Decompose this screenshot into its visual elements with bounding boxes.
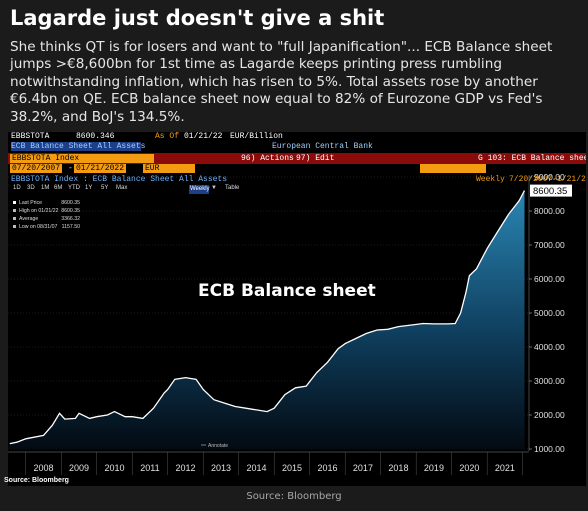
caption-row: EBBSTOTA Index : ECB Balance Sheet All A… (8, 175, 586, 185)
x-tick-label: 2020 (459, 463, 479, 473)
bloomberg-terminal-panel: EBBSTOTA 8600.346 As Of 01/21/22 EUR/Bil… (8, 132, 586, 486)
bloomberg-source-label: Source: Bloomberg (4, 477, 69, 484)
y-tick-label: 3000.00 (534, 376, 565, 386)
balance-sheet-chart: 1000.00 2000.00 3000.00 4000.00 5000.00 6000.… (8, 172, 572, 475)
article-body-text: She thinks QT is for losers and want to … (10, 39, 553, 125)
security-row: ECB Balance Sheet All Assets European Ce… (8, 142, 586, 152)
units-label: EUR/Billion (230, 132, 283, 141)
balance-sheet-area (9, 190, 525, 449)
x-tick-label: 2019 (424, 463, 444, 473)
range-button-5y[interactable]: 5Y (101, 185, 109, 191)
x-axis: 2008 2009 2010 2011 2012 2013 2014 2015 2016 2017… (8, 451, 529, 475)
range-button-1m[interactable]: 1M (41, 185, 50, 191)
annotation-label: Annotate (208, 443, 228, 449)
last-value: 8600.346 (76, 132, 115, 141)
index-field[interactable]: EBBSTOTA Index (10, 154, 154, 163)
legend-label: Last Price (19, 200, 42, 206)
actions-menu[interactable]: 96) Actions (241, 154, 294, 163)
range-button-1y[interactable]: 1Y (85, 185, 93, 191)
chevron-down-icon[interactable]: ▼ (211, 185, 217, 191)
as-of-date: 01/21/22 (184, 132, 223, 141)
last-value-marker: 8600.35 (530, 184, 572, 197)
blank-field[interactable] (420, 164, 486, 173)
headline: Lagarde just doesn't give a shit (10, 6, 385, 30)
x-tick-label: 2010 (104, 463, 124, 473)
footer-source: Source: Bloomberg (246, 491, 342, 502)
range-button-1d[interactable]: 1D (13, 185, 21, 191)
period-label: Weekly (476, 175, 505, 184)
as-of-label: As Of (155, 132, 180, 141)
x-tick-label: 2016 (317, 463, 337, 473)
currency-field[interactable]: EUR (143, 164, 195, 173)
index-caption: EBBSTOTA Index : ECB Balance Sheet All A… (11, 175, 228, 184)
y-tick-label: 6000.00 (534, 274, 565, 284)
x-tick-label: 2017 (353, 463, 373, 473)
y-axis: 1000.00 2000.00 3000.00 4000.00 5000.00 6000.… (528, 172, 565, 454)
date-separator: - (68, 164, 73, 173)
y-tick-label: 8000.00 (534, 206, 565, 216)
range-button-3d[interactable]: 3D (27, 185, 35, 191)
x-tick-label: 2018 (388, 463, 408, 473)
source-name: European Central Bank (272, 142, 373, 151)
annotation-marker: Annotate (201, 443, 228, 449)
date-range-caption: 7/20/2007-1/21/2022 (509, 175, 586, 184)
x-tick-label: 2021 (495, 463, 515, 473)
range-selector-row: Weekly ▼ Table 1D 3D 1M 6M YTD 1Y 5Y Max (8, 185, 586, 195)
x-tick-label: 2013 (211, 463, 231, 473)
date-range-row: 07/20/2007 - 01/21/2022 EUR (8, 164, 586, 174)
y-tick-label: 5000.00 (534, 308, 565, 318)
x-tick-label: 2015 (282, 463, 302, 473)
legend-value: 8600.35 (61, 208, 80, 214)
function-label: G 103: ECB Balance sheet (478, 154, 586, 163)
last-value-box (530, 184, 572, 197)
legend-label: High on 01/21/22 (19, 208, 59, 214)
range-button-6m[interactable]: 6M (54, 185, 63, 191)
last-value-label: 8600.35 (533, 186, 567, 197)
range-button-ytd[interactable]: YTD (68, 185, 80, 191)
legend-value: 8600.35 (61, 200, 80, 206)
edit-menu[interactable]: 97) Edit (296, 154, 335, 163)
end-date-field[interactable]: 01/21/2022 (74, 164, 127, 173)
x-tick-label: 2011 (140, 463, 159, 473)
frequency-select[interactable]: Weekly (189, 185, 210, 194)
y-tick-label: 1000.00 (534, 444, 565, 454)
legend-marker (13, 225, 16, 228)
legend-marker (13, 209, 16, 212)
balance-sheet-line (9, 190, 526, 445)
range-button-max[interactable]: Max (116, 185, 128, 191)
y-tick-label: 2000.00 (534, 410, 565, 420)
table-button[interactable]: Table (225, 185, 240, 191)
legend-marker (13, 201, 16, 204)
x-tick-label: 2009 (69, 463, 89, 473)
start-date-field[interactable]: 07/20/2007 (10, 164, 63, 173)
ticker-row: EBBSTOTA 8600.346 As Of 01/21/22 EUR/Bil… (8, 132, 586, 142)
y-tick-label: 9000.00 (534, 172, 565, 182)
security-name: ECB Balance Sheet All Assets (11, 142, 146, 151)
x-tick-label: 2008 (33, 463, 53, 473)
legend-label: Average (19, 216, 38, 222)
x-tick-label: 2012 (175, 463, 195, 473)
x-tick-label: 2014 (246, 463, 266, 473)
legend-label: Low on 08/31/07 (19, 224, 57, 230)
y-tick-label: 4000.00 (534, 342, 565, 352)
y-tick-label: 7000.00 (534, 240, 565, 250)
legend-value: 1157.50 (62, 224, 80, 230)
menu-bar: EBBSTOTA Index 96) Actions 97) Edit G 10… (8, 153, 586, 164)
chart-title: ECB Balance sheet (198, 281, 376, 301)
legend-value: 3366.32 (61, 216, 80, 222)
legend-marker (13, 217, 16, 220)
ticker-code: EBBSTOTA (11, 132, 50, 141)
